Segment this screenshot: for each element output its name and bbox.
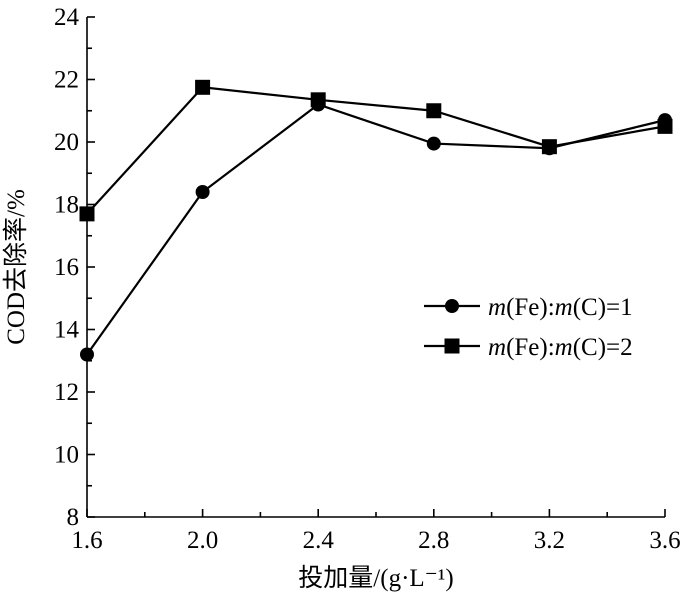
x-tick-label: 2.4 bbox=[303, 527, 335, 554]
y-tick-label: 10 bbox=[54, 442, 79, 469]
legend-item: m(Fe):m(C)=2 bbox=[424, 334, 633, 361]
axes bbox=[86, 17, 665, 518]
legend-square-marker bbox=[444, 338, 460, 354]
legend-label-part: m bbox=[555, 294, 573, 321]
circle-marker bbox=[195, 185, 210, 199]
x-tick-label: 3.2 bbox=[534, 527, 565, 554]
square-marker bbox=[541, 139, 557, 155]
y-tick-label: 8 bbox=[67, 504, 80, 531]
legend: m(Fe):m(C)=1m(Fe):m(C)=2 bbox=[424, 294, 633, 361]
y-tick-label: 16 bbox=[54, 254, 79, 281]
x-tick-label: 2.0 bbox=[187, 527, 218, 554]
y-tick-label: 20 bbox=[54, 129, 79, 156]
y-tick-label: 24 bbox=[54, 4, 80, 31]
legend-label: m(Fe):m(C)=1 bbox=[488, 294, 633, 321]
x-axis-title: 投加量/(g·L⁻¹) bbox=[298, 564, 453, 592]
x-tick-label: 2.8 bbox=[418, 527, 449, 554]
x-tick-label: 3.6 bbox=[649, 527, 680, 554]
y-tick-label: 14 bbox=[54, 317, 80, 344]
legend-circle-marker bbox=[445, 299, 459, 313]
circle-marker bbox=[426, 136, 441, 151]
legend-label-part: (C)=1 bbox=[573, 294, 633, 321]
y-tick-label: 22 bbox=[54, 67, 79, 94]
y-tick-label: 12 bbox=[54, 379, 79, 406]
legend-label-part: (Fe): bbox=[506, 334, 555, 361]
series-1 bbox=[80, 97, 672, 362]
y-axis-title: COD去除率/% bbox=[2, 189, 30, 345]
legend-label: m(Fe):m(C)=2 bbox=[488, 334, 633, 361]
series-2 bbox=[79, 79, 673, 222]
y-axis-ticks: 8 10 12 14 16 18 20 22 24 bbox=[54, 4, 95, 531]
x-axis-ticks: 1.6 2.0 2.4 2.8 3.2 3.6 bbox=[71, 509, 681, 554]
square-marker bbox=[426, 103, 442, 119]
square-marker bbox=[310, 92, 326, 108]
x-tick-label: 1.6 bbox=[71, 527, 102, 554]
square-marker bbox=[79, 206, 95, 222]
legend-label-part: m bbox=[488, 334, 506, 361]
series-line bbox=[86, 86, 666, 215]
legend-label-part: (C)=2 bbox=[573, 334, 633, 361]
legend-label-part: m bbox=[488, 294, 506, 321]
y-tick-label: 18 bbox=[54, 192, 79, 219]
legend-label-part: m bbox=[555, 334, 573, 361]
square-marker bbox=[657, 118, 673, 134]
legend-label-part: (Fe): bbox=[506, 294, 555, 321]
series-group bbox=[79, 79, 673, 362]
circle-marker bbox=[80, 347, 94, 362]
square-marker bbox=[195, 79, 211, 95]
legend-item: m(Fe):m(C)=1 bbox=[424, 294, 633, 321]
